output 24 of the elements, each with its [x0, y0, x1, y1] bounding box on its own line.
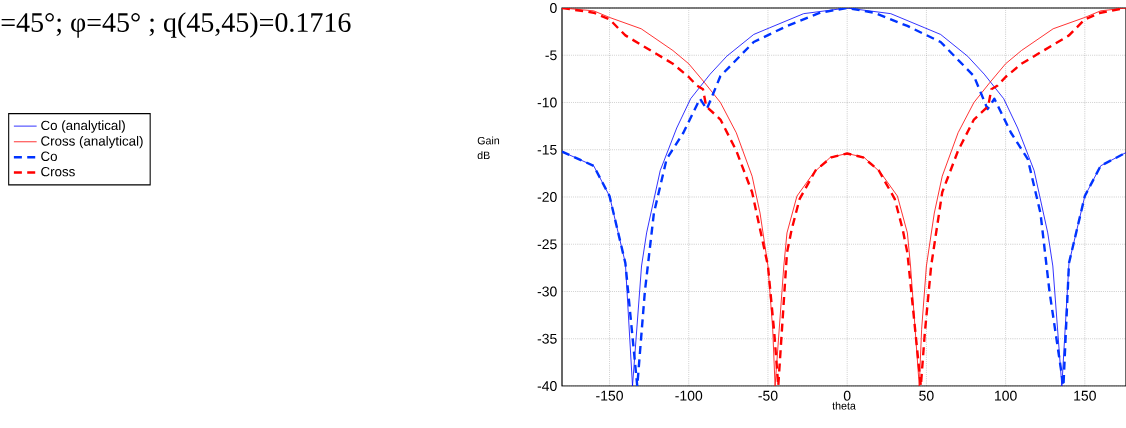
text: =45°; φ=45° ; q(45,45)=0.1716 — [1, 12, 351, 38]
x-tick-label: 0 — [843, 390, 851, 401]
line-series — [562, 8, 1126, 386]
y-tick-label: -20 — [537, 192, 557, 202]
legend-label: Co (analytical) — [41, 120, 125, 133]
x-axis-title: theta — [832, 401, 856, 410]
y-tick-label: 0 — [550, 3, 557, 13]
y-tick-label: -15 — [537, 144, 557, 155]
x-tick-label: -100 — [675, 390, 703, 401]
legend-label: Co — [41, 151, 57, 162]
y-tick-label: -10 — [537, 97, 557, 108]
x-tick-label: -150 — [596, 390, 623, 401]
legend-label: Cross (analytical) — [41, 135, 143, 149]
y-axis-title: Gain dB — [477, 136, 500, 160]
x-tick-label: 100 — [994, 390, 1017, 401]
x-tick-label: 50 — [919, 390, 934, 401]
y-tick-label: -35 — [537, 333, 557, 344]
x-tick-label: -50 — [758, 390, 778, 401]
y-tick-label: -25 — [537, 239, 557, 250]
legend-label: Cross — [41, 166, 75, 177]
y-tick-label: -40 — [537, 381, 557, 391]
y-tick-label: -5 — [545, 50, 557, 61]
y-tick-label: -30 — [537, 286, 557, 297]
x-tick-label: 150 — [1074, 390, 1096, 401]
